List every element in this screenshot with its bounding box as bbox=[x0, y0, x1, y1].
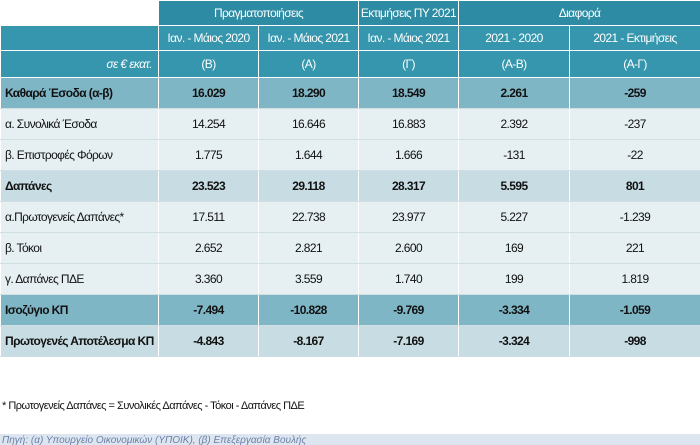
table-cell: 199 bbox=[458, 263, 570, 295]
table-cell: -1.239 bbox=[568, 201, 700, 233]
table-row: β. Τόκοι 2.652 2.821 2.600 169 221 bbox=[0, 232, 700, 264]
table-cell: -3.334 bbox=[458, 294, 570, 326]
table-cell: 14.254 bbox=[158, 108, 259, 140]
table-cell: 18.549 bbox=[358, 77, 459, 109]
table-cell: 801 bbox=[568, 170, 700, 202]
table-cell: 2.600 bbox=[358, 232, 459, 264]
col-header-code: (Α-Γ) bbox=[568, 50, 700, 78]
table-cell: -7.169 bbox=[358, 325, 459, 357]
table-cell: 1.819 bbox=[568, 263, 700, 295]
col-header-code: (Γ) bbox=[358, 50, 459, 78]
table-row: α.Πρωτογενείς Δαπάνες* 17.511 22.738 23.… bbox=[0, 201, 700, 233]
header-row-groups: Πραγματοποιήσεις Εκτιμήσεις ΠΥ 2021 Διαφ… bbox=[0, 0, 700, 26]
source-note: Πηγή: (α) Υπουργείο Οικονομικών (ΥΠΟΙΚ),… bbox=[0, 434, 700, 445]
header-row-codes: σε € εκατ. (Β) (Α) (Γ) (Α-Β) (Α-Γ) bbox=[0, 50, 700, 78]
table-cell: -22 bbox=[568, 139, 700, 171]
col-header-period: 2021 - 2020 bbox=[458, 25, 570, 51]
group-header-estimates: Εκτιμήσεις ΠΥ 2021 bbox=[358, 0, 459, 26]
table-cell: 16.883 bbox=[358, 108, 459, 140]
table-cell: 2.652 bbox=[158, 232, 259, 264]
table-cell: 17.511 bbox=[158, 201, 259, 233]
table-cell: -8.167 bbox=[258, 325, 359, 357]
group-header-actuals: Πραγματοποιήσεις bbox=[158, 0, 359, 26]
table-cell: -237 bbox=[568, 108, 700, 140]
table-cell: -998 bbox=[568, 325, 700, 357]
table-cell: 22.738 bbox=[258, 201, 359, 233]
table-row: α. Συνολικά Έσοδα 14.254 16.646 16.883 2… bbox=[0, 108, 700, 140]
table-cell: -3.324 bbox=[458, 325, 570, 357]
table-row: Πρωτογενές Αποτέλεσμα ΚΠ -4.843 -8.167 -… bbox=[0, 325, 700, 357]
col-header-code: (Β) bbox=[158, 50, 259, 78]
table-cell: -9.769 bbox=[358, 294, 459, 326]
col-header-period: 2021 - Εκτιμήσεις bbox=[568, 25, 700, 51]
table-cell: 23.977 bbox=[358, 201, 459, 233]
table-cell: 2.392 bbox=[458, 108, 570, 140]
table-cell: 16.029 bbox=[158, 77, 259, 109]
row-label: Ισοζύγιο ΚΠ bbox=[0, 294, 159, 326]
table-cell: 18.290 bbox=[258, 77, 359, 109]
table-row: Ισοζύγιο ΚΠ -7.494 -10.828 -9.769 -3.334… bbox=[0, 294, 700, 326]
table-cell: 169 bbox=[458, 232, 570, 264]
table-cell: 2.821 bbox=[258, 232, 359, 264]
row-label: Καθαρά Έσοδα (α-β) bbox=[0, 77, 159, 109]
row-label: γ. Δαπάνες ΠΔΕ bbox=[0, 263, 159, 295]
table-row: Καθαρά Έσοδα (α-β) 16.029 18.290 18.549 … bbox=[0, 77, 700, 109]
table-cell: -259 bbox=[568, 77, 700, 109]
table-cell: -1.059 bbox=[568, 294, 700, 326]
row-label: Πρωτογενές Αποτέλεσμα ΚΠ bbox=[0, 325, 159, 357]
col-header-period: Ιαν. - Μάιος 2021 bbox=[258, 25, 359, 51]
table-cell: 1.666 bbox=[358, 139, 459, 171]
header-corner bbox=[0, 0, 159, 26]
group-header-difference: Διαφορά bbox=[457, 0, 700, 26]
table-cell: 1.644 bbox=[258, 139, 359, 171]
table-row: γ. Δαπάνες ΠΔΕ 3.360 3.559 1.740 199 1.8… bbox=[0, 263, 700, 295]
table-row: Δαπάνες 23.523 29.118 28.317 5.595 801 bbox=[0, 170, 700, 202]
table-cell: 1.775 bbox=[158, 139, 259, 171]
footnote: * Πρωτογενείς Δαπάνες = Συνολικές Δαπάνε… bbox=[2, 400, 305, 412]
table-cell: -4.843 bbox=[158, 325, 259, 357]
table-cell: 5.595 bbox=[458, 170, 570, 202]
table-cell: 5.227 bbox=[458, 201, 570, 233]
table-cell: 221 bbox=[568, 232, 700, 264]
table-cell: 16.646 bbox=[258, 108, 359, 140]
row-label: α. Συνολικά Έσοδα bbox=[0, 108, 159, 140]
table-cell: 23.523 bbox=[158, 170, 259, 202]
col-header-code: (Α-Β) bbox=[458, 50, 570, 78]
row-label: β. Τόκοι bbox=[0, 232, 159, 264]
row-label: Δαπάνες bbox=[0, 170, 159, 202]
row-label: β. Επιστροφές Φόρων bbox=[0, 139, 159, 171]
table-cell: -131 bbox=[458, 139, 570, 171]
header-row-periods: Ιαν. - Μάιος 2020 Ιαν. - Μάιος 2021 Ιαν.… bbox=[0, 25, 700, 51]
table-cell: 29.118 bbox=[258, 170, 359, 202]
table-cell: 28.317 bbox=[358, 170, 459, 202]
table-cell: 1.740 bbox=[358, 263, 459, 295]
table-row: β. Επιστροφές Φόρων 1.775 1.644 1.666 -1… bbox=[0, 139, 700, 171]
table-cell: -7.494 bbox=[158, 294, 259, 326]
table-cell: 3.559 bbox=[258, 263, 359, 295]
table-cell: 2.261 bbox=[458, 77, 570, 109]
header-unit-top bbox=[0, 25, 159, 51]
unit-label: σε € εκατ. bbox=[0, 50, 159, 78]
col-header-period: Ιαν. - Μάιος 2020 bbox=[158, 25, 259, 51]
fiscal-table: Πραγματοποιήσεις Εκτιμήσεις ΠΥ 2021 Διαφ… bbox=[0, 0, 700, 357]
row-label: α.Πρωτογενείς Δαπάνες* bbox=[0, 201, 159, 233]
col-header-period: Ιαν. - Μάιος 2021 bbox=[358, 25, 459, 51]
col-header-code: (Α) bbox=[258, 50, 359, 78]
table-cell: -10.828 bbox=[258, 294, 359, 326]
table-cell: 3.360 bbox=[158, 263, 259, 295]
